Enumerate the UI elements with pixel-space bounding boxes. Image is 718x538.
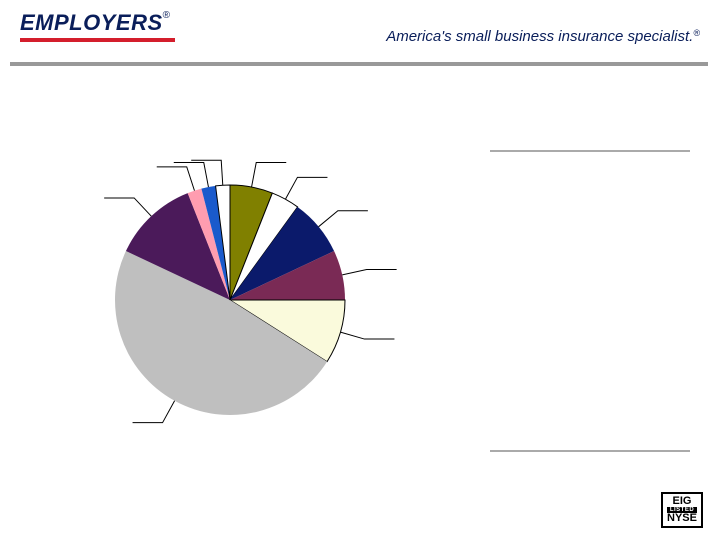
tagline-registered: ® — [693, 28, 700, 38]
pie-leader-line — [340, 332, 394, 339]
logo-registered: ® — [163, 10, 170, 21]
pie-leader-line — [319, 211, 368, 227]
side-divider-top — [490, 150, 690, 152]
nyse-ticker: EIG — [667, 496, 697, 507]
pie-leader-line — [285, 177, 327, 199]
pie-svg — [80, 150, 380, 450]
pie-leader-line — [157, 167, 195, 191]
pie-leader-line — [133, 401, 175, 423]
nyse-exchange: NYSE — [667, 513, 697, 524]
pie-chart — [80, 150, 380, 450]
nyse-badge: EIG LISTED NYSE — [661, 492, 703, 528]
pie-leader-line — [174, 162, 209, 187]
header: EMPLOYERS® America's small business insu… — [0, 0, 718, 62]
logo: EMPLOYERS® — [20, 10, 175, 42]
pie-leader-line — [252, 162, 287, 187]
logo-underline — [20, 38, 175, 42]
pie-leader-line — [104, 198, 151, 216]
tagline: America's small business insurance speci… — [386, 28, 700, 45]
side-divider-bottom — [490, 450, 690, 452]
logo-text: EMPLOYERS — [20, 10, 163, 35]
header-divider — [10, 62, 708, 66]
pie-leader-line — [342, 269, 396, 274]
tagline-text: America's small business insurance speci… — [386, 28, 693, 45]
